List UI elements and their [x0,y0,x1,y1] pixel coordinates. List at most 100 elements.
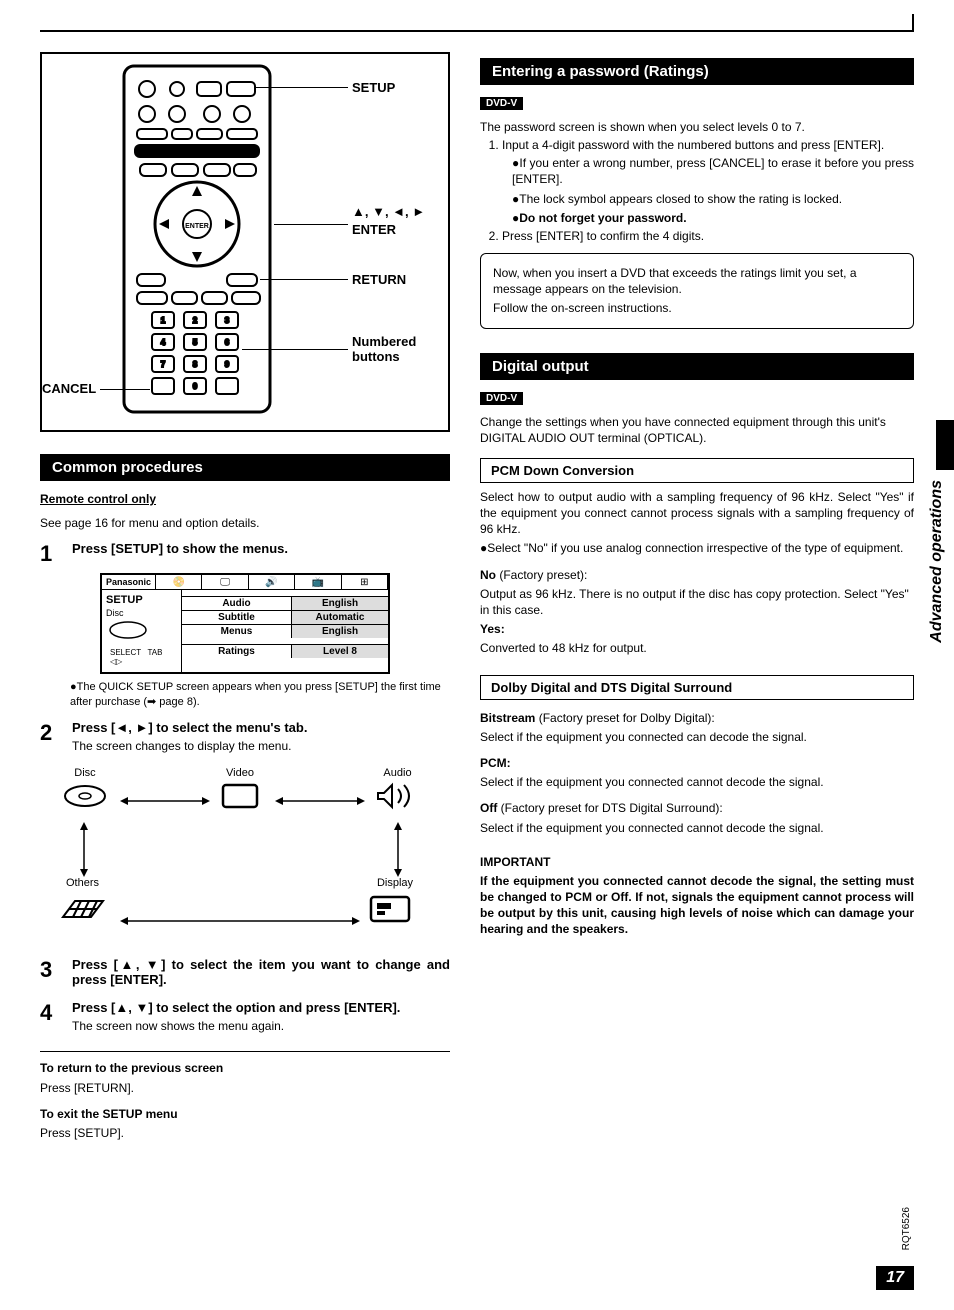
setup-cell: Subtitle [182,611,292,624]
digital-output-bar: Digital output [480,353,914,380]
tab-small: TAB [148,648,163,657]
side-section-label: Advanced operations [928,480,946,643]
svg-text:4: 4 [161,338,166,347]
step4-sub: The screen now shows the menu again. [72,1018,450,1034]
side-tab [936,420,954,470]
page-number: 17 [876,1266,914,1290]
pcm-label: PCM: [480,755,914,771]
svg-text:9: 9 [225,360,230,369]
svg-text:ENTER: ENTER [185,223,209,230]
dolby-title: Dolby Digital and DTS Digital Surround [480,675,914,700]
tab-others: Others [66,877,99,889]
label-numbered: Numbered buttons [352,334,432,364]
svg-text:8: 8 [193,360,198,369]
important-label: IMPORTANT [480,854,914,870]
pwd-bullet3: ●Do not forget your password. [502,210,914,226]
svg-text:1: 1 [161,316,166,325]
no-label: No [480,568,496,582]
svg-text:5: 5 [193,338,198,347]
off-label: Off [480,801,497,815]
step-number: 4 [40,1000,62,1037]
setup-row: SubtitleAutomatic [182,610,388,624]
tab-icon: 📀 [156,575,202,589]
bitstream-label: Bitstream [480,711,535,725]
note1: Now, when you insert a DVD that exceeds … [493,265,901,297]
yes-body: Converted to 48 kHz for output. [480,640,914,656]
no-body: Output as 96 kHz. There is no output if … [480,586,914,618]
remote-illustration: ENTER 1 2 3 [122,64,272,417]
step-2: 2 Press [◄, ►] to select the menu's tab.… [40,720,450,757]
setup-cell: Ratings [182,645,292,658]
setup-row: MenusEnglish [182,624,388,638]
svg-text:3: 3 [225,316,230,325]
label-enter: ENTER [352,222,396,237]
bitstream-body: Select if the equipment you connected ca… [480,729,914,745]
setup-cell: Automatic [292,611,388,624]
tab-disc: Disc [74,767,95,779]
see-page: See page 16 for menu and option details. [40,515,450,531]
yes-label: Yes: [480,621,914,637]
step1-title: Press [SETUP] to show the menus. [72,541,450,556]
right-column: Entering a password (Ratings) DVD-V The … [480,52,914,1144]
off-paren: (Factory preset for DTS Digital Surround… [497,801,722,815]
setup-row: AudioEnglish [182,596,388,610]
svg-text:0: 0 [193,382,198,391]
pcm-body: Select if the equipment you connected ca… [480,774,914,790]
pwd-list: Input a 4-digit password with the number… [480,138,914,243]
pcm-title: PCM Down Conversion [480,458,914,483]
step-number: 1 [40,541,62,567]
tab-icon: 📺 [295,575,341,589]
tab-audio: Audio [383,767,411,779]
setup-row: RatingsLevel 8 [182,644,388,658]
step-number: 3 [40,957,62,990]
setup-cell: Menus [182,625,292,638]
tab-icon: 🖵 [202,575,248,589]
disc-label: Disc [106,608,177,618]
step-3: 3 Press [▲, ▼] to select the item you wa… [40,957,450,990]
common-procedures-bar: Common procedures [40,454,450,481]
doc-code: RQT6526 [901,1207,912,1250]
label-setup: SETUP [352,80,395,95]
svg-text:6: 6 [225,338,230,347]
setup-screen-diagram: Panasonic 📀 🖵 🔊 📺 ⊞ SETUP Disc SELECT TA… [100,573,390,674]
remote-only: Remote control only [40,491,450,507]
dvd-badge: DVD-V [480,97,523,110]
tab-video: Video [226,767,254,779]
tab-icon: ⊞ [342,575,388,589]
off-body: Select if the equipment you connected ca… [480,820,914,836]
pwd-li1: Input a 4-digit password with the number… [502,138,884,152]
svg-text:2: 2 [193,316,198,325]
select-label: SELECT [110,648,141,657]
setup-cell: Audio [182,597,292,610]
note-box: Now, when you insert a DVD that exceeds … [480,253,914,329]
exit-body: Press [SETUP]. [40,1125,450,1141]
setup-cell: English [292,625,388,638]
setup-label: SETUP [106,594,177,606]
left-column: ENTER 1 2 3 [40,52,450,1144]
step4-title: Press [▲, ▼] to select the option and pr… [72,1000,450,1015]
step-4: 4 Press [▲, ▼] to select the option and … [40,1000,450,1037]
label-arrows: ▲, ▼, ◄, ► [352,204,425,219]
no-paren: (Factory preset): [496,568,587,582]
exit-title: To exit the SETUP menu [40,1106,450,1122]
dig-intro: Change the settings when you have connec… [480,414,914,446]
pcm1: Select how to output audio with a sampli… [480,489,914,538]
brand: Panasonic [102,575,156,589]
setup-cell: Level 8 [292,645,388,658]
pwd-bullet1: ●If you enter a wrong number, press [CAN… [502,155,914,187]
return-body: Press [RETURN]. [40,1080,450,1096]
note2: Follow the on-screen instructions. [493,300,901,316]
svg-text:7: 7 [161,360,166,369]
pwd-li2: Press [ENTER] to confirm the 4 digits. [502,229,704,243]
password-bar: Entering a password (Ratings) [480,58,914,85]
label-cancel: CANCEL [42,381,96,396]
label-return: RETURN [352,272,406,287]
pcm2: ●Select "No" if you use analog connectio… [480,540,914,556]
return-title: To return to the previous screen [40,1060,450,1076]
pwd-intro: The password screen is shown when you se… [480,119,914,135]
tab-icon: 🔊 [249,575,295,589]
important-body: If the equipment you connected cannot de… [480,873,914,938]
step-1: 1 Press [SETUP] to show the menus. [40,541,450,567]
tab-cycle-diagram: Disc Video Audio Others Display [50,767,450,947]
step2-sub: The screen changes to display the menu. [72,738,450,754]
